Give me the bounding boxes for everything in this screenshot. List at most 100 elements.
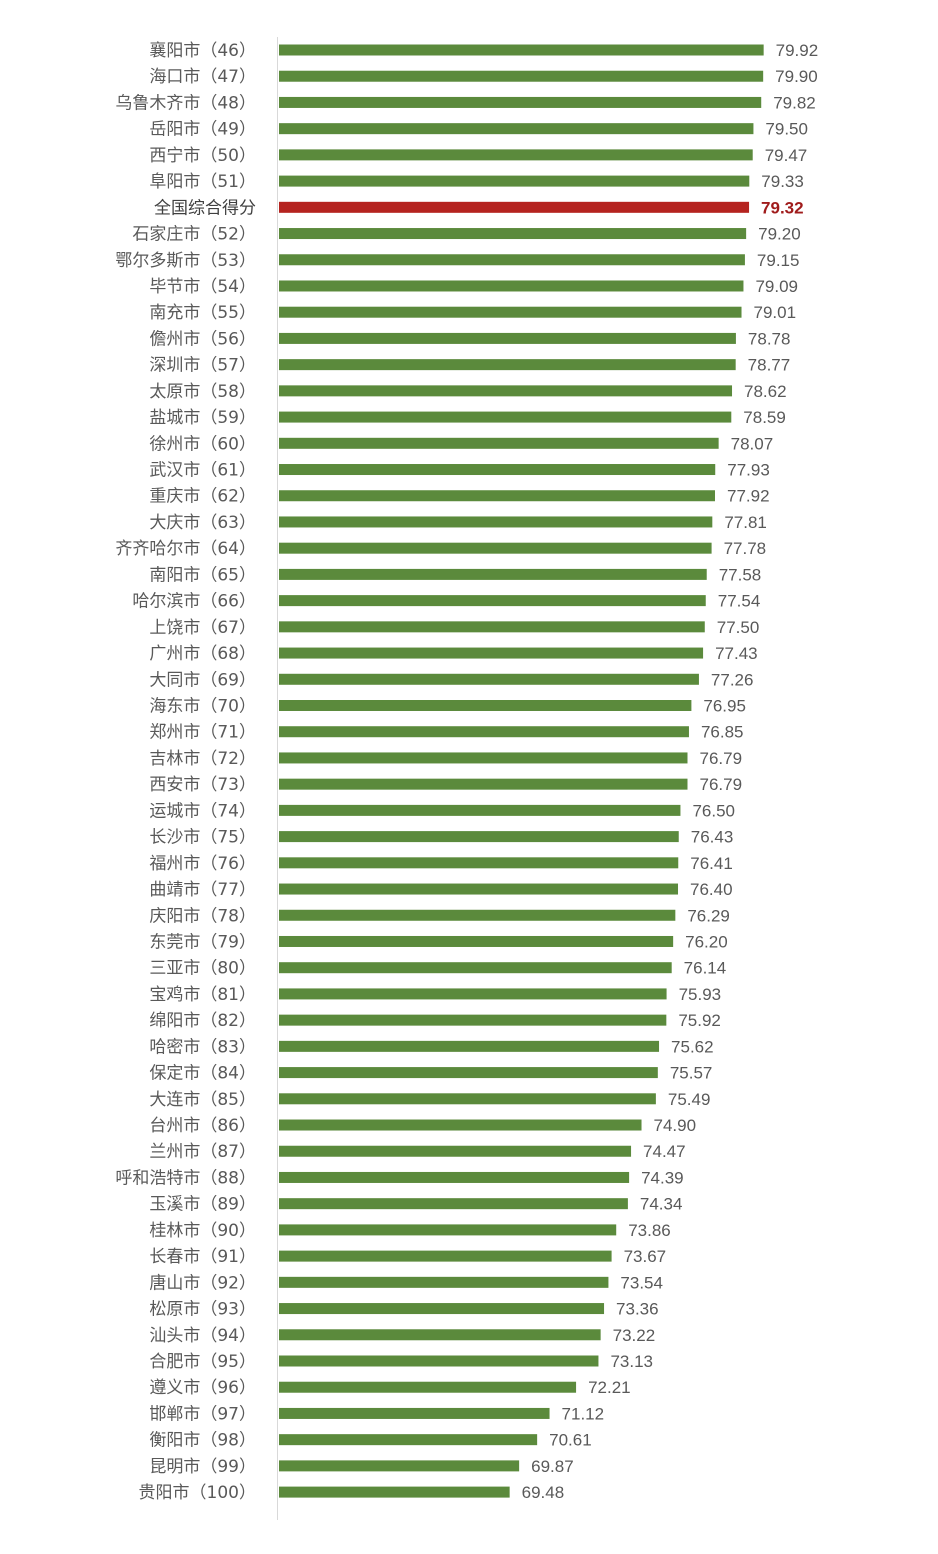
bar: [279, 175, 750, 187]
data-label: 79.90: [775, 67, 818, 86]
data-label: 73.22: [613, 1326, 656, 1345]
data-label: 79.32: [761, 198, 804, 217]
category-label: 大连市（85）: [149, 1090, 256, 1110]
bar: [279, 1381, 577, 1393]
data-label: 78.78: [748, 329, 791, 348]
category-label: 邯郸市（97）: [149, 1404, 256, 1424]
category-labels: 襄阳市（46） 海口市（47） 乌鲁木齐市（48） 岳阳市（49） 西宁市（50） 阜阳市…: [115, 40, 256, 1503]
data-label: 79.33: [761, 172, 804, 191]
data-label: 73.13: [610, 1352, 653, 1371]
data-label: 77.26: [711, 670, 754, 689]
category-label: 松原市（93）: [149, 1300, 256, 1320]
bar: [279, 1119, 642, 1131]
data-label: 79.20: [758, 225, 801, 244]
data-label: 76.40: [690, 880, 733, 899]
bar: [279, 1434, 538, 1446]
data-label: 75.93: [679, 985, 722, 1004]
category-label: 海口市（47）: [149, 67, 256, 87]
data-label: 73.54: [620, 1273, 663, 1292]
bar: [279, 1040, 660, 1052]
category-label: 石家庄市（52）: [132, 225, 256, 245]
bar: [279, 1460, 520, 1472]
data-label: 79.50: [765, 120, 808, 139]
bar: [279, 123, 754, 135]
category-label: 南阳市（65）: [149, 565, 256, 585]
bar: [279, 752, 688, 764]
bar: [279, 700, 692, 711]
value-labels: 79.92 79.90 79.82 79.50 79.47 79.33 79.32 79.20…: [522, 41, 819, 1502]
category-label: 福州市（76）: [149, 854, 256, 874]
data-label: 79.47: [765, 146, 808, 165]
category-label: 齐齐哈尔市（64）: [115, 539, 256, 559]
category-label: 保定市（84）: [149, 1064, 256, 1084]
bar: [279, 1355, 599, 1367]
category-label: 郑州市（71）: [149, 723, 256, 743]
category-label: 重庆市（62）: [149, 487, 256, 507]
category-label: 大庆市（63）: [149, 513, 256, 533]
bar: [279, 385, 733, 397]
bar: [279, 280, 744, 292]
data-label: 76.79: [700, 749, 743, 768]
data-label: 73.86: [628, 1221, 671, 1240]
category-label: 阜阳市（51）: [149, 172, 256, 192]
bar: [279, 1093, 656, 1105]
data-label: 77.92: [727, 487, 770, 506]
bar: [279, 988, 667, 1000]
data-label: 72.21: [588, 1378, 631, 1397]
bar: [279, 568, 707, 580]
data-label: 79.92: [776, 41, 819, 60]
bar: [279, 621, 705, 633]
category-label: 运城市（74）: [149, 801, 256, 821]
data-label: 75.57: [670, 1064, 713, 1083]
data-label: 76.79: [700, 775, 743, 794]
data-label: 76.85: [701, 723, 744, 742]
bar: [279, 149, 753, 161]
category-label: 三亚市（80）: [149, 959, 256, 979]
category-label: 呼和浩特市（88）: [115, 1168, 256, 1188]
bar: [279, 1198, 628, 1210]
bar: [279, 595, 706, 607]
bar: [279, 778, 688, 790]
bar: [279, 542, 712, 554]
data-label: 76.41: [690, 854, 733, 873]
category-label: 长沙市（75）: [149, 828, 256, 848]
data-label: 77.50: [717, 618, 760, 637]
bar: [279, 1486, 510, 1498]
data-label: 79.01: [754, 303, 797, 322]
bar: [279, 831, 679, 843]
category-label: 合肥市（95）: [149, 1352, 256, 1372]
data-label: 74.34: [640, 1195, 683, 1214]
bar: [279, 1224, 617, 1236]
category-label: 海东市（70）: [149, 697, 256, 717]
category-label: 吉林市（72）: [149, 749, 256, 769]
bar: [279, 935, 674, 947]
category-label: 大同市（69）: [149, 670, 256, 690]
bar: [279, 70, 764, 82]
category-label: 盐城市（59）: [149, 408, 256, 428]
bar: [279, 1014, 667, 1026]
category-label: 太原市（58）: [149, 382, 256, 402]
category-label: 南充市（55）: [149, 303, 256, 323]
category-label: 贵阳市（100）: [139, 1483, 256, 1503]
bar: [279, 254, 745, 266]
data-label: 78.07: [731, 434, 774, 453]
data-label: 79.82: [773, 93, 816, 112]
data-label: 75.92: [678, 1011, 721, 1030]
bars: [279, 44, 764, 1498]
data-label: 77.81: [724, 513, 767, 532]
bar: [279, 1407, 550, 1419]
data-label: 74.47: [643, 1142, 686, 1161]
bar: [279, 857, 679, 869]
data-label: 74.90: [654, 1116, 697, 1135]
data-label: 73.36: [616, 1300, 659, 1319]
category-label: 毕节市（54）: [149, 277, 256, 297]
bar: [279, 228, 747, 240]
category-label: 全国综合得分: [154, 198, 256, 218]
data-label: 79.15: [757, 251, 800, 270]
category-label: 长春市（91）: [149, 1247, 256, 1267]
category-label: 衡阳市（98）: [149, 1431, 256, 1451]
data-label: 77.93: [727, 461, 770, 480]
bar: [279, 804, 681, 816]
bar: [279, 647, 704, 659]
